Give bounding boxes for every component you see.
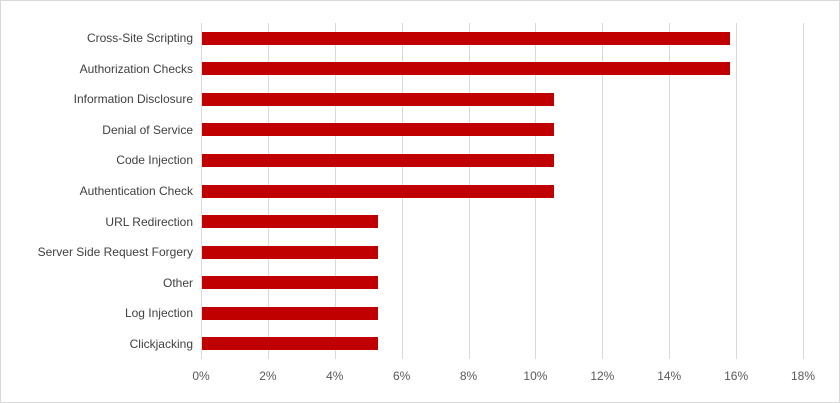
bar	[202, 62, 730, 75]
x-tick-label: 12%	[590, 369, 615, 383]
gridline	[669, 23, 671, 359]
x-tick-label: 16%	[724, 369, 749, 383]
bar	[202, 215, 378, 228]
bar	[202, 185, 554, 198]
x-tick-label: 6%	[392, 369, 411, 383]
category-label: Clickjacking	[129, 337, 193, 351]
category-label: Information Disclosure	[73, 92, 193, 106]
x-tick-label: 0%	[192, 369, 210, 383]
bar	[202, 246, 378, 259]
gridline	[736, 23, 738, 359]
bar	[202, 123, 554, 136]
x-tick-label: 2%	[259, 369, 277, 383]
value-axis-line	[201, 23, 202, 359]
category-label: URL Redirection	[105, 215, 193, 229]
x-tick-label: 10%	[523, 369, 548, 383]
bar	[202, 307, 378, 320]
x-tick-label: 14%	[657, 369, 682, 383]
category-label: Log Injection	[124, 306, 193, 320]
bar	[202, 276, 378, 289]
bar	[202, 337, 378, 350]
category-label: Other	[162, 276, 193, 290]
category-label: Authorization Checks	[79, 62, 193, 76]
category-label: Code Injection	[116, 153, 193, 167]
bar	[202, 93, 554, 106]
x-tick-label: 4%	[326, 369, 344, 383]
gridline	[602, 23, 604, 359]
x-tick-label: 8%	[459, 369, 478, 383]
x-tick-label: 18%	[790, 369, 816, 383]
category-label: Cross-Site Scripting	[86, 31, 193, 45]
gridline	[803, 23, 804, 359]
category-label: Authentication Check	[79, 184, 193, 198]
category-label: Denial of Service	[102, 123, 193, 137]
bar	[202, 32, 730, 45]
bar	[202, 154, 554, 167]
category-label: Server Side Request Forgery	[37, 245, 193, 259]
